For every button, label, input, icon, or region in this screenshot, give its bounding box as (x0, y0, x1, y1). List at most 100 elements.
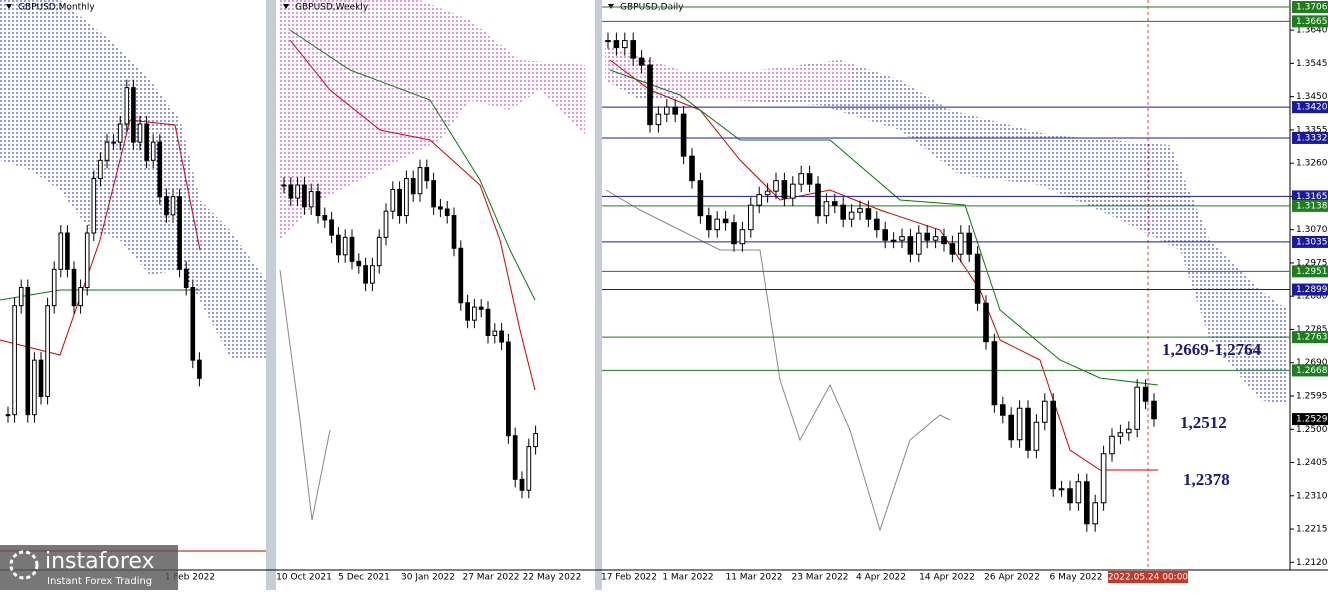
y-tick-label: 1.2405 (1296, 458, 1328, 468)
candle-body (18, 287, 24, 307)
candle-body (1033, 421, 1040, 451)
candle-body (65, 232, 70, 270)
chikou-line (279, 269, 331, 521)
candle-body (144, 123, 149, 161)
candle-body (789, 183, 796, 199)
level-label: 1.3138 (1296, 201, 1328, 211)
candle-body (404, 178, 409, 217)
time-marker (1108, 571, 1188, 583)
candle-body (137, 123, 143, 143)
candle-body (924, 232, 931, 241)
candle-body (697, 180, 704, 217)
candle-body (51, 268, 57, 307)
level-label: 1.3035 (1296, 237, 1328, 247)
candle-body (315, 191, 321, 217)
candle-body (999, 404, 1006, 416)
candle-body (605, 40, 611, 43)
x-tick-label: 1 Mar 2022 (662, 573, 713, 583)
candle-body (689, 155, 695, 182)
candle-body (731, 222, 737, 245)
level-label-box (1292, 331, 1328, 344)
logo-icon (9, 550, 39, 580)
candle-body (533, 433, 538, 448)
y-tick-label: 1.2595 (1296, 391, 1328, 401)
panel-menu-icon (283, 4, 289, 9)
level-label: 1.2899 (1296, 285, 1328, 295)
candle-body (1109, 435, 1115, 455)
level-label-box (1292, 199, 1328, 212)
y-tick-label: 1.3450 (1296, 92, 1328, 102)
candle-body (647, 64, 653, 126)
level-label: 1.3165 (1296, 192, 1328, 202)
splitter[interactable] (266, 0, 276, 590)
x-tick-label: 23 Mar 2022 (791, 573, 848, 583)
candle-body (499, 330, 504, 343)
level-label-box (1292, 15, 1328, 28)
ichimoku-cloud (0, 0, 266, 358)
candle-body (756, 194, 763, 206)
candle-body (714, 218, 721, 231)
candle-body (526, 446, 532, 491)
candle-body (613, 40, 620, 49)
level-label: 1.2668 (1296, 366, 1328, 376)
candle-body (1067, 488, 1073, 504)
candle-body (621, 40, 628, 49)
candle-body (941, 236, 947, 245)
candle-body (815, 183, 821, 217)
candle-body (630, 40, 637, 59)
annotation: 1,2669-1,2764 (1162, 340, 1262, 359)
candle-body (376, 236, 382, 267)
level-label: 1.2951 (1296, 267, 1328, 277)
candle-body (806, 173, 813, 185)
candle-body (370, 265, 375, 284)
y-tick-label: 1.2500 (1296, 425, 1328, 435)
candle-body (1058, 488, 1065, 491)
kijun-line (289, 29, 536, 301)
candle-body (848, 211, 855, 220)
y-tick-label: 1.3260 (1296, 159, 1328, 169)
candle-body (655, 113, 662, 126)
level-label-box (1292, 283, 1328, 296)
candle-body (451, 215, 457, 249)
candle-body (1083, 481, 1090, 525)
candle-body (424, 167, 430, 182)
candle-body (512, 435, 518, 480)
candle-body (739, 229, 746, 245)
candle-body (150, 141, 156, 161)
candle-body (991, 341, 998, 406)
level-label: 1.3420 (1296, 103, 1328, 113)
x-tick-label: 10 Oct 2021 (276, 573, 332, 583)
candle-body (907, 236, 914, 255)
x-tick-label: 17 Feb 2022 (601, 573, 657, 583)
panel-menu-icon (608, 4, 614, 9)
splitter[interactable] (595, 0, 602, 590)
level-label-box (1292, 190, 1328, 203)
tenkan-line (609, 59, 1158, 471)
x-tick-label: 26 Apr 2022 (984, 573, 1040, 583)
candle-body (117, 123, 123, 143)
y-tick-label: 1.2310 (1296, 491, 1328, 501)
candle-body (383, 210, 389, 238)
candle-body (1142, 386, 1149, 402)
candle-body (183, 268, 189, 289)
tenkan-line (289, 39, 536, 391)
candle-body (281, 184, 287, 187)
candle-body (857, 208, 863, 213)
candle-body (890, 239, 897, 242)
candle-body (492, 330, 498, 336)
candle-body (322, 215, 328, 221)
y-tick-label: 1.2690 (1296, 358, 1328, 368)
candle-body (663, 106, 670, 115)
candle-body (390, 188, 396, 212)
x-tick-label: 14 Apr 2022 (919, 573, 975, 583)
logo-tagline: Instant Forex Trading (47, 576, 152, 587)
level-label-box (1292, 413, 1328, 426)
candle-body (1041, 400, 1048, 423)
candle-body (58, 232, 64, 270)
ichimoku-cloud (605, 45, 850, 98)
candle-body (882, 229, 889, 241)
candle-body (131, 87, 136, 143)
candle-body (410, 178, 416, 195)
candle-body (124, 87, 130, 125)
candle-body (170, 196, 176, 216)
